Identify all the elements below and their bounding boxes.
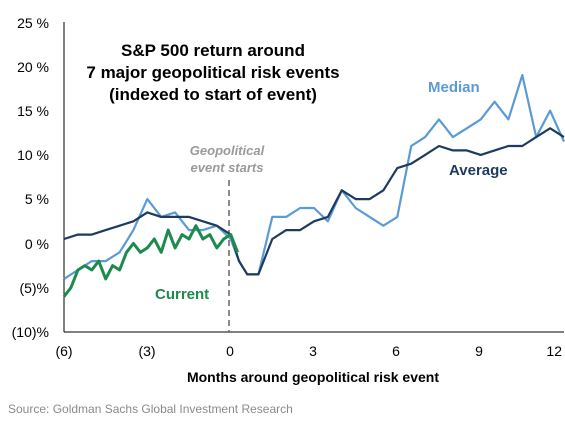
y-tick-label: 5 % xyxy=(25,191,49,207)
chart-title-line-3: (indexed to start of event) xyxy=(109,85,317,104)
x-tick-label: 3 xyxy=(309,343,317,359)
x-tick-label: 6 xyxy=(392,343,400,359)
chart-title-line-1: S&P 500 return around xyxy=(121,41,305,60)
series-line-median xyxy=(63,73,565,280)
event-annotation-line-1: Geopolitical xyxy=(190,143,265,158)
x-tick-label: (6) xyxy=(55,343,72,359)
y-tick-label: (5)% xyxy=(19,280,49,296)
event-annotation-line-2: event starts xyxy=(191,160,264,175)
x-tick-label: (3) xyxy=(138,343,155,359)
series-label-current: Current xyxy=(155,286,209,303)
y-tick-label: (10)% xyxy=(12,324,49,340)
series-group xyxy=(62,73,565,298)
chart-title-line-2: 7 major geopolitical risk events xyxy=(86,63,339,82)
y-tick-label: 15 % xyxy=(17,103,49,119)
source-note: Source: Goldman Sachs Global Investment … xyxy=(8,402,293,416)
y-tick-label: 25 % xyxy=(17,15,49,31)
y-tick-label: 10 % xyxy=(17,147,49,163)
y-tick-label: 20 % xyxy=(17,59,49,75)
series-line-average xyxy=(63,127,565,276)
x-tick-label: 0 xyxy=(226,343,234,359)
x-axis-label: Months around geopolitical risk event xyxy=(187,369,439,385)
y-tick-label: 0 % xyxy=(25,236,49,252)
x-tick-label: 9 xyxy=(475,343,483,359)
x-tick-label: 12 xyxy=(546,343,562,359)
series-line-current xyxy=(62,224,239,298)
series-label-average: Average xyxy=(449,162,508,179)
series-label-median: Median xyxy=(428,79,480,96)
